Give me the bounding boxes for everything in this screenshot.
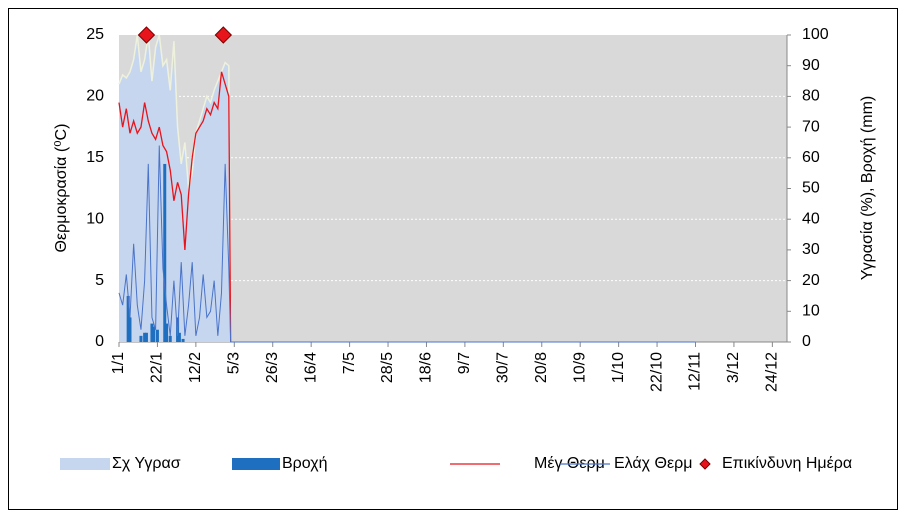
temp-line	[118, 71, 232, 343]
y-tick-label: 20	[86, 88, 104, 105]
x-tick-label: 26/3	[264, 352, 281, 383]
y-tick-label: 10	[86, 210, 104, 227]
rain-bar	[155, 329, 159, 342]
x-tick-label: 1/1	[110, 352, 127, 374]
y2-tick-label: 50	[802, 180, 820, 197]
y-tick-label: 15	[86, 149, 104, 166]
y2-tick-label: 60	[802, 149, 820, 166]
y-tick-label: 25	[86, 26, 104, 43]
y2-tick-label: 80	[802, 88, 820, 105]
rain-bar	[126, 295, 130, 342]
legend-label: Επικίνδυνη Ημέρα	[722, 455, 852, 472]
y-tick-label: 0	[95, 333, 104, 350]
y-axis-label: Θερμοκρασία (⁰C)	[53, 124, 70, 253]
x-tick-label: 30/7	[495, 352, 512, 383]
humidity-edge	[118, 34, 232, 343]
rain-bar	[177, 332, 181, 342]
danger-marker	[137, 26, 156, 44]
rain-bar	[144, 332, 148, 342]
x-tick-label: 10/9	[571, 352, 588, 383]
legend-label: Βροχή	[282, 455, 328, 472]
y2-tick-label: 10	[802, 303, 820, 320]
x-tick-label: 12/11	[687, 352, 704, 391]
x-tick-label: 18/6	[418, 352, 435, 383]
rain-bar	[139, 335, 143, 342]
x-tick-label: 16/4	[302, 352, 319, 383]
danger-marker	[214, 26, 233, 44]
y2-axis-label: Υγρασία (%), Βροχή (mm)	[859, 96, 876, 280]
y2-tick-label: 70	[802, 118, 820, 135]
x-tick-label: 28/5	[379, 352, 396, 383]
temp-line	[118, 145, 696, 343]
x-tick-label: 20/8	[533, 352, 550, 383]
rain-bar	[168, 335, 172, 342]
x-tick-label: 1/10	[610, 352, 627, 383]
rain-bar	[152, 326, 156, 342]
y2-tick-label: 90	[802, 57, 820, 74]
x-tick-label: 22/10	[648, 352, 665, 392]
x-tick-label: 24/12	[764, 352, 781, 392]
rain-bar	[128, 317, 132, 342]
y2-tick-label: 30	[802, 241, 820, 258]
legend-label: Σχ Υγρασ	[112, 455, 181, 472]
x-tick-label: 12/2	[187, 352, 204, 383]
rain-bar	[181, 338, 185, 342]
y2-tick-label: 40	[802, 210, 820, 227]
y-tick-label: 5	[95, 272, 104, 289]
y2-tick-label: 100	[802, 26, 829, 43]
legend-label: Ελάχ Θερμ	[614, 455, 692, 472]
y2-tick-label: 20	[802, 272, 820, 289]
x-tick-label: 3/12	[725, 352, 742, 383]
y2-tick-label: 0	[802, 333, 811, 350]
legend-swatch	[232, 458, 280, 470]
rain-bar	[163, 163, 167, 342]
x-tick-label: 5/3	[226, 352, 243, 374]
x-tick-label: 7/5	[341, 352, 358, 374]
rain-bar	[165, 323, 169, 342]
rain-bar	[150, 323, 154, 342]
x-tick-label: 9/7	[456, 352, 473, 374]
x-tick-label: 22/1	[149, 352, 166, 383]
legend-swatch	[60, 458, 110, 470]
legend-swatch	[699, 458, 711, 470]
rain-bar	[143, 332, 147, 342]
